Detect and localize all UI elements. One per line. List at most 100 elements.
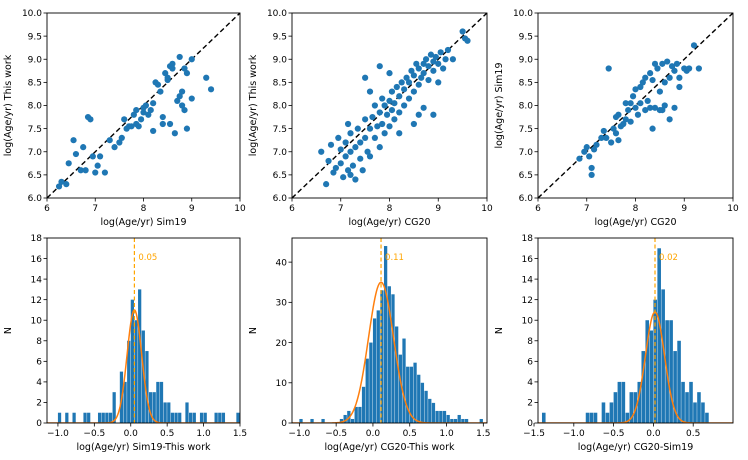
identity-line <box>292 13 487 198</box>
data-point <box>106 137 113 144</box>
x-tick-label: 9 <box>681 204 687 214</box>
x-tick-label: −1.0 <box>563 429 585 439</box>
data-point <box>357 139 364 146</box>
panel-4: 0.05 −1.0 −0.5 0.0 0.5 1.0 1.5 0 2 4 6 8 10 12 14 16 18 l… <box>3 234 247 453</box>
y-tick-label: 12 <box>31 296 42 306</box>
x-tick-label: 1.5 <box>476 429 490 439</box>
x-axis-label: log(Age/yr) Sim19-This work <box>76 442 211 453</box>
data-point <box>410 72 417 79</box>
data-point <box>615 111 622 118</box>
data-point <box>459 28 466 35</box>
data-point <box>625 107 632 114</box>
data-point <box>427 51 435 58</box>
data-point <box>159 113 166 121</box>
y-axis-label: N <box>248 327 259 334</box>
data-point <box>171 130 178 137</box>
data-point <box>174 97 181 104</box>
data-point <box>425 63 432 70</box>
y-tick-label: 4 <box>36 378 42 388</box>
data-point <box>96 153 104 160</box>
x-tick-label: 10 <box>727 204 739 214</box>
data-point <box>659 107 666 114</box>
data-point <box>405 79 413 86</box>
y-tick-label: 6.5 <box>273 171 287 181</box>
hist-bar <box>343 414 347 423</box>
data-point <box>325 157 332 165</box>
data-point <box>166 120 174 128</box>
data-point <box>332 164 339 172</box>
data-point <box>403 74 410 81</box>
median-label: 0.11 <box>385 253 404 263</box>
data-point <box>145 111 152 118</box>
data-point <box>150 127 157 135</box>
x-axis-label: log(Age/yr) CG20 <box>594 217 676 228</box>
hist-bar <box>697 392 701 423</box>
data-point <box>128 123 135 130</box>
hist-bar <box>613 392 618 423</box>
hist-bar <box>134 320 138 423</box>
x-tick-label: 0.5 <box>403 429 417 439</box>
y-tick-label: 7.5 <box>28 125 42 135</box>
data-point <box>121 116 128 123</box>
data-point <box>642 107 649 114</box>
data-point <box>420 60 427 67</box>
data-point <box>347 148 354 155</box>
hist-bar <box>424 390 428 423</box>
data-point <box>357 155 364 162</box>
data-point <box>656 88 663 95</box>
hist-bar <box>361 386 366 423</box>
data-point <box>369 113 376 121</box>
x-tick-label: 10 <box>481 204 493 214</box>
data-point <box>629 93 637 100</box>
y-tick-label: 8.5 <box>273 79 287 89</box>
data-point <box>608 139 615 146</box>
data-point <box>610 125 617 132</box>
x-tick-label: 1.0 <box>439 429 454 439</box>
data-point <box>179 88 186 95</box>
hist-bar <box>203 412 207 423</box>
y-tick-label: 0 <box>527 419 533 429</box>
data-point <box>318 148 325 155</box>
median-label: 0.02 <box>659 253 678 263</box>
y-tick-label: 6 <box>527 358 533 368</box>
data-point <box>666 74 673 81</box>
hist-bar <box>148 392 153 423</box>
data-point <box>620 120 627 128</box>
data-point <box>344 167 352 174</box>
gaussian-fit-curve <box>538 311 733 423</box>
data-point <box>340 174 347 181</box>
hist-bar <box>605 412 610 423</box>
data-point <box>405 95 413 102</box>
hist-bar <box>601 402 606 423</box>
data-point <box>435 60 442 67</box>
data-point <box>111 144 118 151</box>
hist-bar <box>479 418 483 423</box>
data-point <box>169 65 176 72</box>
data-point <box>393 83 400 91</box>
hist-bar <box>138 289 142 423</box>
x-tick-label: −1.5 <box>523 429 545 439</box>
hist-bar <box>167 402 171 423</box>
data-point <box>401 86 408 93</box>
panel-5: 0.11 −1.0 −0.5 0.0 0.5 1.0 1.5 0 10 20 30 40 log(Age… <box>248 237 490 453</box>
y-tick-label: 14 <box>31 275 43 285</box>
data-point <box>651 104 659 111</box>
data-point <box>77 167 84 174</box>
data-point <box>593 141 600 148</box>
y-tick-label: 20 <box>276 339 288 349</box>
data-point <box>422 56 430 63</box>
hist-bar <box>358 406 362 423</box>
data-point <box>94 162 101 169</box>
data-point <box>666 116 673 123</box>
data-point <box>449 56 456 63</box>
y-tick-label: 10.0 <box>22 9 42 19</box>
y-tick-label: 16 <box>522 255 534 265</box>
data-point <box>420 104 427 111</box>
data-point <box>612 130 620 137</box>
y-axis-label: log(Age/yr) This work <box>3 54 14 156</box>
data-point <box>644 97 651 104</box>
data-point <box>464 37 471 44</box>
data-point <box>622 116 629 123</box>
data-point <box>430 58 437 65</box>
data-point <box>622 100 629 107</box>
